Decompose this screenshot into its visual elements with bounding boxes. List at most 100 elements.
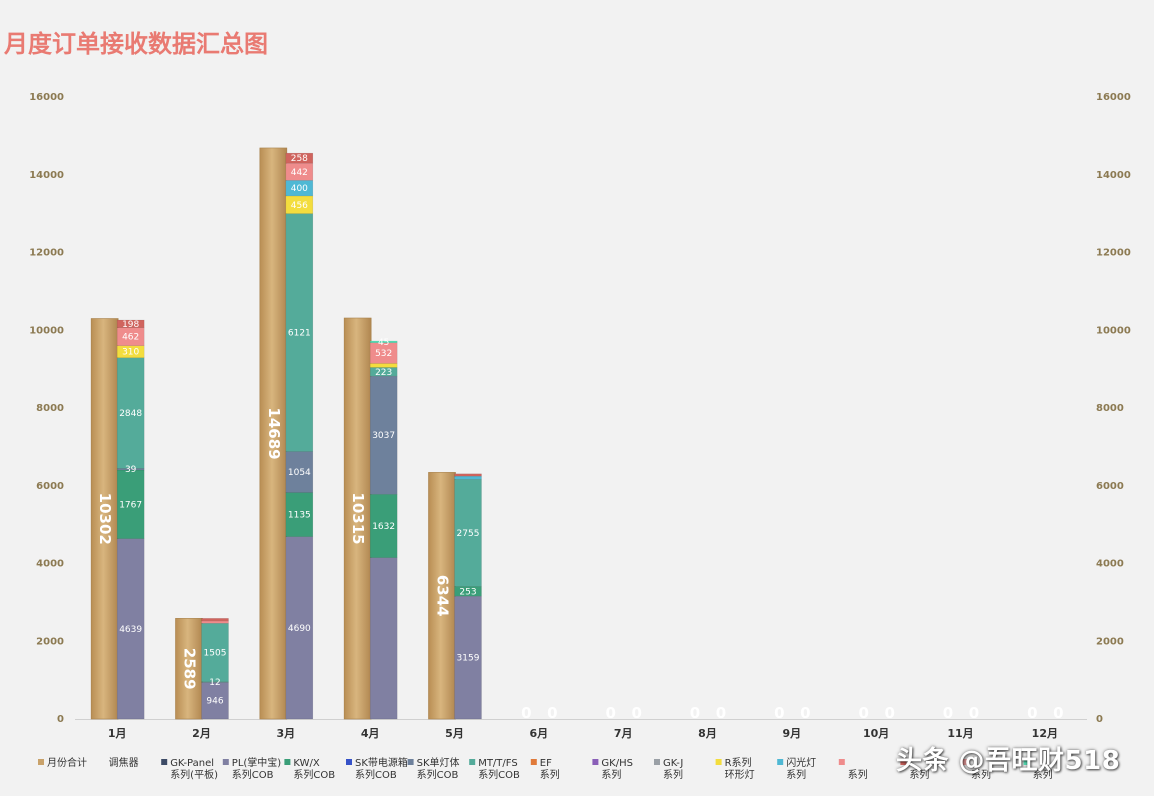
segment-value-label: 1054	[288, 468, 311, 478]
legend-group: 月份合计 调焦器 GK-Panel系列(平板)PL(掌中宝)系列COBKW/X系列C…	[38, 756, 1053, 781]
y-tick-label-left: 10000	[29, 325, 64, 336]
legend-label-line2: 系列	[848, 768, 868, 781]
legend-label: GK-Panel	[170, 758, 214, 769]
stack-zero-label: 0	[969, 704, 979, 722]
legend-label: MT/T/FS	[478, 758, 518, 769]
legend-swatch	[407, 759, 414, 765]
legend-label-line2: 系列	[1033, 768, 1053, 781]
legend-swatch	[777, 759, 784, 765]
legend-label: 闪光灯	[786, 756, 816, 769]
stack-zero-label: 0	[716, 704, 726, 722]
x-tick-label: 3月	[277, 727, 296, 740]
legend-label: KW/X	[293, 758, 319, 769]
total-value-label: 14689	[265, 407, 283, 459]
legend-swatch	[284, 759, 291, 765]
stack-segment-sk_single	[285, 451, 314, 493]
segment-value-label: 223	[375, 368, 392, 378]
legend-swatch	[838, 759, 845, 765]
stack-segment-mt	[285, 213, 314, 452]
stack-segment-sk_single	[369, 375, 398, 495]
stack-segment-mt	[116, 357, 145, 469]
y-tick-label-left: 0	[57, 714, 64, 725]
stack-segment-mint	[369, 340, 398, 344]
legend-label-line2: 系列	[663, 768, 683, 781]
legend-label: EF	[540, 758, 552, 769]
x-tick-label: 1月	[108, 727, 127, 740]
legend-label: PL(掌中宝)	[232, 756, 282, 769]
segment-value-label: 2848	[119, 409, 142, 419]
x-tick-label: 6月	[530, 727, 549, 740]
legend-swatch	[222, 759, 229, 765]
total-value-label: 0	[1027, 704, 1037, 722]
segment-value-label: 532	[375, 349, 392, 359]
stack-segment-pl	[116, 538, 145, 720]
segment-value-label: 258	[291, 154, 308, 164]
segment-value-label: 39	[125, 465, 137, 475]
legend-label-line2: 系列COB	[417, 768, 459, 781]
legend-swatch	[715, 759, 722, 765]
stack-segment-kw	[285, 492, 314, 537]
legend-swatch	[592, 759, 599, 765]
total-value-label: 0	[774, 704, 784, 722]
y-tick-label-left: 6000	[36, 481, 64, 492]
total-value-label: 10302	[96, 493, 114, 545]
x-tick-label: 11月	[947, 727, 973, 740]
total-value-label: 6344	[434, 575, 452, 617]
segment-value-label: 253	[459, 587, 476, 597]
legend-label: 月份合计	[47, 756, 87, 769]
legend-swatch	[99, 759, 106, 765]
y-tick-label-right: 4000	[1096, 559, 1124, 570]
legend-label: GK-J	[663, 758, 683, 769]
y-tick-label-right: 10000	[1096, 325, 1131, 336]
legend-label-line2: 系列COB	[355, 768, 397, 781]
x-tick-label: 4月	[361, 727, 380, 740]
y-tick-label-left: 2000	[36, 636, 64, 647]
stack-zero-label: 0	[884, 704, 894, 722]
legend-label-line2: 系列	[540, 768, 560, 781]
chart-title: 月度订单接收数据汇总图	[4, 30, 268, 58]
x-tick-label: 12月	[1032, 727, 1058, 740]
x-tick-label: 10月	[863, 727, 889, 740]
stack-zero-label: 0	[631, 704, 641, 722]
segment-value-label: 6121	[288, 329, 311, 339]
stack-segment-r	[116, 345, 145, 358]
total-value-label: 0	[605, 704, 615, 722]
labels-group: 10302 4639 1767 39 2848 310 462 198 2589 946 12 150…	[96, 154, 1063, 722]
x-tick-label: 9月	[783, 727, 802, 740]
total-bar	[343, 317, 372, 720]
legend-swatch	[654, 759, 660, 765]
stack-segment-red	[285, 152, 314, 164]
x-tick-label: 7月	[614, 727, 633, 740]
stack-segment-kw	[369, 493, 398, 558]
segment-value-label: 3159	[457, 654, 480, 664]
stack-segment-mt	[201, 623, 229, 683]
segment-value-label: 1767	[119, 500, 142, 510]
y-tick-label-right: 8000	[1096, 403, 1124, 414]
segment-value-label: 1632	[372, 522, 395, 532]
legend-label-line2: 系列(平板)	[170, 768, 218, 781]
total-value-label: 0	[521, 704, 531, 722]
bars-group	[90, 147, 482, 720]
stack-segment-pink	[201, 620, 229, 624]
stack-zero-label: 0	[1053, 704, 1063, 722]
stack-zero-label: 0	[547, 704, 557, 722]
segment-value-label: 1135	[288, 511, 311, 521]
segment-value-label: 12	[209, 678, 220, 688]
stack-segment-pl	[369, 557, 398, 720]
total-value-label: 0	[858, 704, 868, 722]
segment-value-label: 4690	[288, 624, 311, 634]
legend-label: R系列	[725, 756, 752, 769]
legend-label-line2: 系列COB	[293, 768, 335, 781]
segment-value-label: 1505	[204, 649, 227, 659]
y-tick-label-left: 12000	[29, 248, 64, 259]
total-value-label: 0	[943, 704, 953, 722]
stack-segment-red	[116, 319, 145, 328]
y-tick-label-right: 2000	[1096, 636, 1124, 647]
segment-value-label: 400	[291, 184, 308, 194]
stack-segment-kw	[116, 469, 145, 539]
segment-value-label: 4639	[119, 625, 142, 635]
y-tick-label-right: 12000	[1096, 248, 1131, 259]
legend-label: GK/HS	[601, 758, 633, 769]
legend-swatch	[962, 759, 968, 765]
segment-value-label: 45	[378, 338, 389, 348]
